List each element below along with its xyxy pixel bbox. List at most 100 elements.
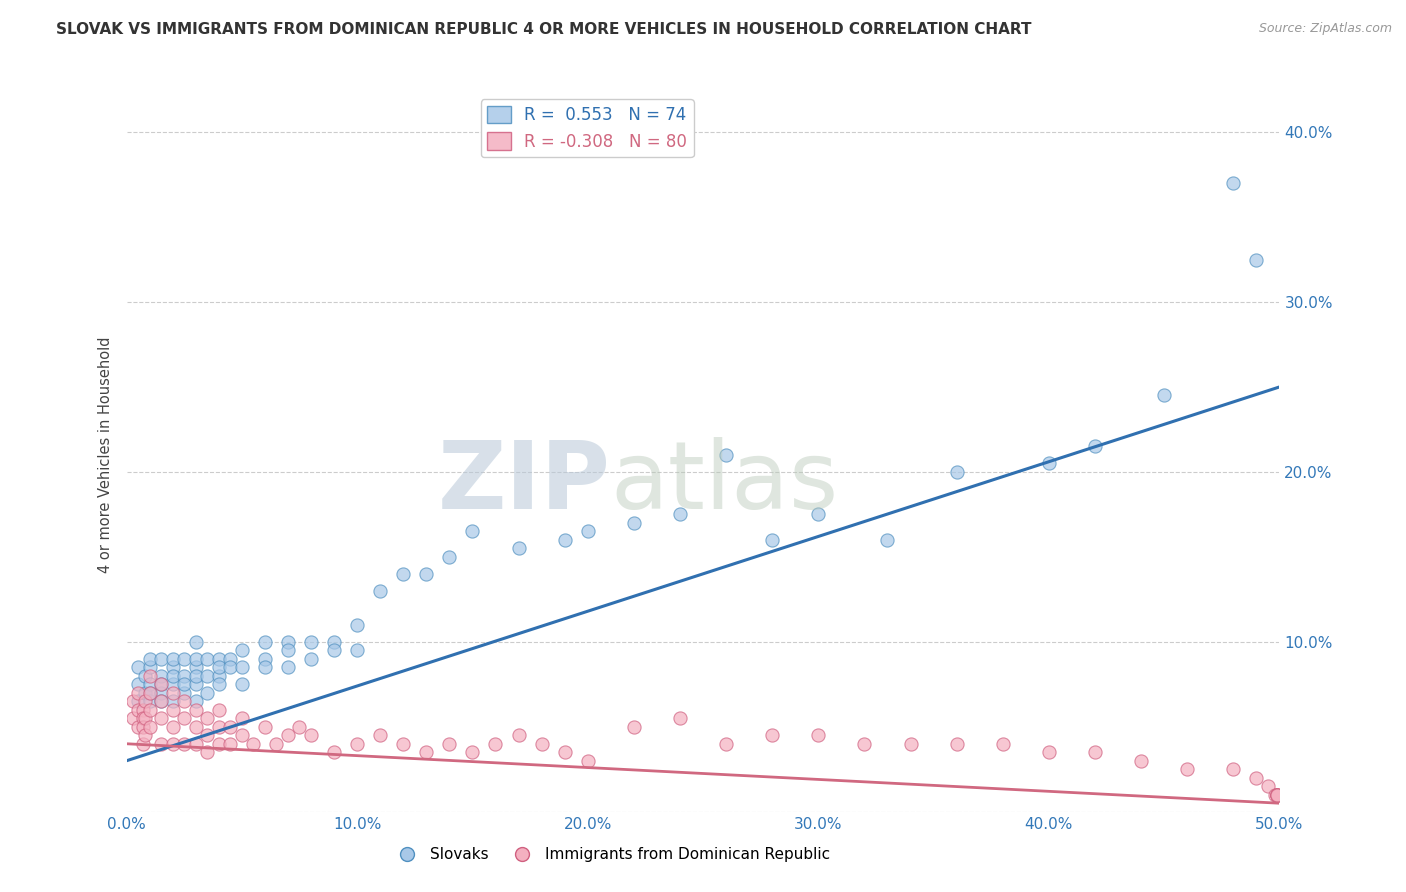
Point [253,635,276,649]
Point [231,643,253,657]
Point [1038,457,1060,471]
Point [162,737,184,751]
Point [162,686,184,700]
Text: SLOVAK VS IMMIGRANTS FROM DOMINICAN REPUBLIC 4 OR MORE VEHICLES IN HOUSEHOLD COR: SLOVAK VS IMMIGRANTS FROM DOMINICAN REPU… [56,22,1032,37]
Point [392,737,415,751]
Point [150,686,173,700]
Point [184,669,207,683]
Point [288,720,311,734]
Point [242,737,264,751]
Point [138,703,160,717]
Point [219,660,242,674]
Point [195,652,218,666]
Point [150,694,173,708]
Point [1265,788,1288,802]
Point [184,652,207,666]
Point [761,533,783,547]
Point [530,737,553,751]
Point [173,737,195,751]
Point [991,737,1014,751]
Point [127,703,149,717]
Point [392,566,415,581]
Point [231,660,253,674]
Point [484,737,506,751]
Point [231,728,253,742]
Point [253,720,276,734]
Point [439,737,461,751]
Point [853,737,876,751]
Point [208,669,231,683]
Point [346,643,368,657]
Point [219,737,242,751]
Point [150,711,173,725]
Point [138,660,160,674]
Point [253,660,276,674]
Point [1130,754,1153,768]
Point [162,703,184,717]
Point [173,669,195,683]
Legend: Slovaks, Immigrants from Dominican Republic: Slovaks, Immigrants from Dominican Repub… [385,841,837,868]
Point [138,686,160,700]
Y-axis label: 4 or more Vehicles in Household: 4 or more Vehicles in Household [98,336,114,574]
Point [138,686,160,700]
Point [346,617,368,632]
Point [162,677,184,691]
Point [554,533,576,547]
Point [138,720,160,734]
Point [138,669,160,683]
Point [945,465,967,479]
Point [299,635,322,649]
Point [1265,788,1288,802]
Point [150,669,173,683]
Point [277,643,299,657]
Point [508,728,530,742]
Text: ZIP: ZIP [437,437,610,530]
Point [439,549,461,564]
Point [714,448,737,462]
Point [299,652,322,666]
Point [134,711,156,725]
Point [127,660,149,674]
Point [277,728,299,742]
Point [131,737,153,751]
Point [173,694,195,708]
Point [173,711,195,725]
Point [195,728,218,742]
Point [1265,788,1288,802]
Point [131,703,153,717]
Point [1246,771,1268,785]
Point [1084,439,1107,453]
Point [184,635,207,649]
Point [1222,762,1244,776]
Point [669,711,692,725]
Point [122,711,145,725]
Point [150,737,173,751]
Point [900,737,922,751]
Point [807,508,830,522]
Point [208,660,231,674]
Point [162,694,184,708]
Point [131,711,153,725]
Point [127,720,149,734]
Point [576,524,599,539]
Point [138,677,160,691]
Point [1264,788,1286,802]
Point [131,720,153,734]
Point [253,652,276,666]
Point [122,694,145,708]
Point [1265,788,1288,802]
Point [623,516,645,530]
Point [184,694,207,708]
Point [208,720,231,734]
Point [127,686,149,700]
Point [1038,745,1060,759]
Point [134,686,156,700]
Point [138,652,160,666]
Point [173,677,195,691]
Point [184,703,207,717]
Point [277,635,299,649]
Point [150,694,173,708]
Point [368,583,391,598]
Point [299,728,322,742]
Point [508,541,530,556]
